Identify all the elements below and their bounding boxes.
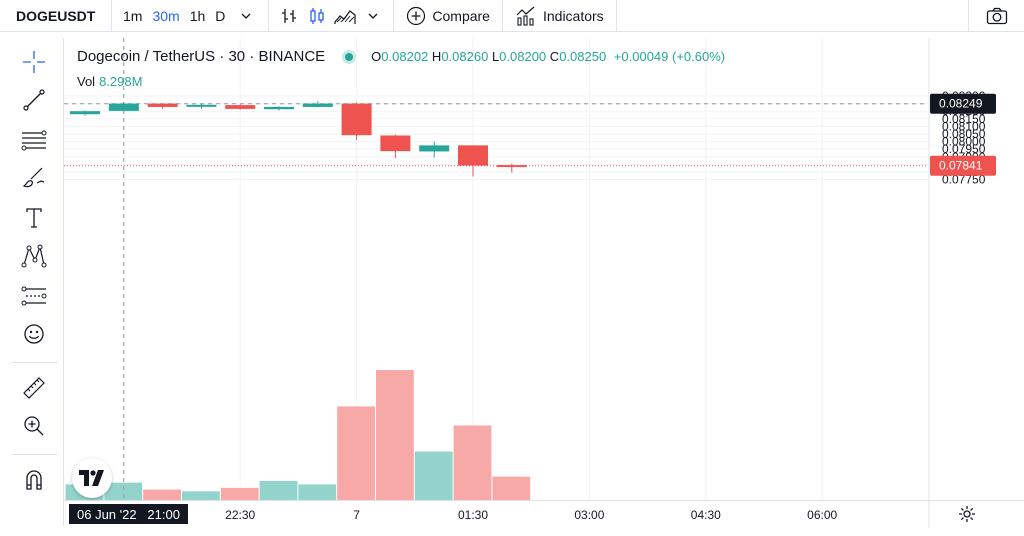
x-tick-label: 22:30 (225, 508, 255, 522)
y-tick-label: 0.08100 (942, 119, 986, 133)
candle-body (264, 106, 294, 110)
toolbar-divider (12, 362, 58, 363)
x-tick-label: 01:30 (458, 508, 488, 522)
volume-value: 8.298M (99, 74, 143, 89)
candle-body (302, 103, 333, 107)
crosshair-price-label: 0.08249 (939, 97, 983, 111)
timeframe-group: 1m 30m 1h D (112, 0, 270, 32)
volume-bar (104, 482, 143, 500)
y-tick-label: 0.08000 (942, 135, 986, 149)
symbol-search[interactable]: DOGEUSDT (0, 0, 112, 32)
y-tick-label: 0.07950 (942, 142, 986, 156)
timeframe-1m[interactable]: 1m (123, 7, 143, 24)
y-tick-label: 0.08150 (942, 112, 986, 126)
x-tick-label: 7 (353, 508, 360, 522)
ruler-icon[interactable] (18, 372, 50, 404)
camera-icon (986, 7, 1008, 25)
volume-bar (453, 425, 492, 500)
crosshair-time-label: 06 Jun '22 21:00 (69, 504, 188, 524)
candles-icon[interactable] (306, 5, 328, 27)
magnet-icon[interactable] (18, 464, 50, 496)
candle-body (108, 103, 139, 111)
drawing-toolbar (6, 38, 64, 526)
chevron-down-icon[interactable] (362, 5, 384, 27)
indicators-label: Indicators (542, 7, 604, 24)
pattern-icon[interactable] (18, 240, 50, 272)
settings-gear-icon[interactable] (958, 505, 976, 523)
volume-bar (337, 406, 375, 500)
fib-icon[interactable] (18, 124, 50, 156)
chart-legend: Dogecoin / TetherUS · 30 · BINANCE O0.08… (77, 48, 725, 65)
snapshot-button[interactable] (968, 0, 1024, 32)
toolbar-divider (12, 454, 58, 455)
volume-bar (220, 487, 259, 500)
last-price-badge (930, 155, 996, 176)
candle-body (419, 145, 450, 152)
text-icon[interactable] (18, 202, 50, 234)
bar-chart-icon[interactable] (278, 5, 300, 27)
volume-bar (298, 484, 337, 500)
volume-bar (259, 480, 298, 500)
volume-bar (376, 370, 414, 500)
crosshair-icon[interactable] (18, 46, 50, 78)
trend-line-icon[interactable] (18, 84, 50, 116)
compare-label: Compare (432, 7, 490, 24)
volume-bar (492, 476, 531, 500)
symbol-title[interactable]: Dogecoin / TetherUS · 30 · BINANCE (77, 48, 326, 65)
candle-body (147, 103, 178, 107)
candle-body (496, 165, 527, 168)
indicators-icon (515, 6, 537, 26)
candle-body (70, 111, 100, 115)
market-status-icon (345, 52, 354, 61)
y-tick-label: 0.07750 (942, 173, 986, 187)
x-tick-label: 03:00 (574, 508, 604, 522)
timeframe-1h[interactable]: 1h (189, 7, 206, 24)
top-toolbar: DOGEUSDT 1m 30m 1h D Compare Indicat (0, 0, 1024, 32)
price-chart[interactable]: 0.083000.082500.082000.081500.081000.080… (64, 38, 1024, 528)
timeframe-d[interactable]: D (215, 7, 226, 24)
change-value: +0.00049 (+0.60%) (613, 49, 726, 64)
volume-bar (414, 451, 453, 500)
zoom-in-icon[interactable] (18, 410, 50, 442)
volume-bar (143, 489, 181, 500)
compare-button[interactable]: Compare (394, 0, 503, 32)
candle-body (380, 135, 411, 152)
x-tick-label: 06:00 (807, 508, 837, 522)
emoji-icon[interactable] (18, 318, 50, 350)
candle-body (458, 145, 488, 166)
tradingview-logo-icon[interactable] (72, 458, 112, 498)
chevron-down-icon[interactable] (235, 5, 257, 27)
candle-body (225, 105, 256, 109)
candle-body (341, 103, 372, 136)
plus-circle-icon (406, 6, 426, 26)
last-price-label: 0.07841 (939, 159, 983, 173)
indicators-button[interactable]: Indicators (503, 0, 617, 32)
chart-type-group (269, 0, 395, 32)
x-tick-label: 04:30 (691, 508, 721, 522)
candle-body (186, 104, 217, 107)
ohlc-values: O0.08202 H0.08260 L0.08200 C0.08250 +0.0… (371, 49, 726, 64)
crosshair-price-badge (930, 93, 996, 114)
timeframe-30m[interactable]: 30m (152, 7, 180, 24)
volume-bar (182, 491, 220, 500)
brush-icon[interactable] (18, 162, 50, 194)
area-chart-icon[interactable] (334, 5, 356, 27)
volume-legend: Vol 8.298M (77, 74, 143, 89)
prediction-icon[interactable] (18, 280, 50, 312)
y-tick-label: 0.08050 (942, 127, 986, 141)
